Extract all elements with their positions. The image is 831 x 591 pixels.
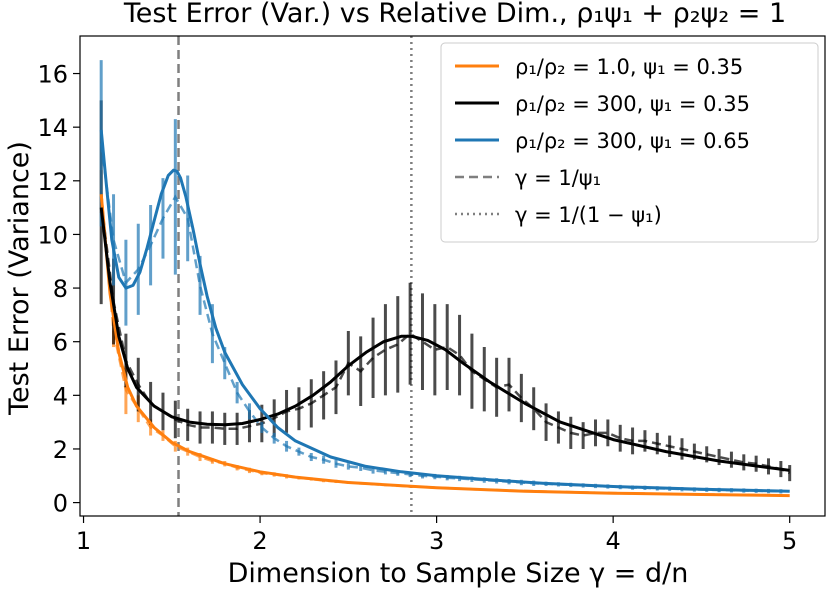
x-tick-label: 5 — [782, 527, 797, 555]
legend-label-orange: ρ₁/ρ₂ = 1.0, ψ₁ = 0.35 — [515, 55, 743, 79]
y-tick-label: 0 — [53, 490, 68, 518]
y-tick-label: 6 — [53, 329, 68, 357]
x-tick-label: 1 — [76, 527, 91, 555]
theory-line-blue — [99, 129, 790, 493]
legend-label-black: ρ₁/ρ₂ = 300, ψ₁ = 0.35 — [515, 92, 750, 116]
y-tick-label: 14 — [37, 114, 68, 142]
y-tick-label: 12 — [37, 168, 68, 196]
chart-title: Test Error (Var.) vs Relative Dim., ρ₁ψ₁… — [123, 0, 786, 29]
legend-box — [440, 42, 819, 243]
y-tick-label: 10 — [37, 221, 68, 249]
x-tick-label: 4 — [606, 527, 621, 555]
y-axis-label: Test Error (Variance) — [4, 141, 35, 416]
legend-label-dotted-vline: γ = 1/(1 − ψ₁) — [515, 203, 662, 227]
x-tick-label: 2 — [252, 527, 267, 555]
legend: ρ₁/ρ₂ = 1.0, ψ₁ = 0.35 ρ₁/ρ₂ = 300, ψ₁ =… — [440, 42, 819, 243]
legend-label-blue: ρ₁/ρ₂ = 300, ψ₁ = 0.65 — [515, 129, 750, 153]
x-tick-label: 3 — [429, 527, 444, 555]
theory-line-orange — [99, 194, 790, 498]
y-tick-label: 4 — [53, 382, 68, 410]
y-tick-label: 8 — [53, 275, 68, 303]
y-tick-label: 2 — [53, 436, 68, 464]
legend-label-dashed-vline: γ = 1/ψ₁ — [515, 166, 601, 190]
plot-frame — [79, 35, 826, 517]
y-tick-label: 16 — [37, 61, 68, 89]
theory-line-black — [99, 207, 790, 472]
empirical-line-black — [99, 202, 791, 475]
x-axis-label: Dimension to Sample Size γ = d/n — [228, 558, 689, 589]
